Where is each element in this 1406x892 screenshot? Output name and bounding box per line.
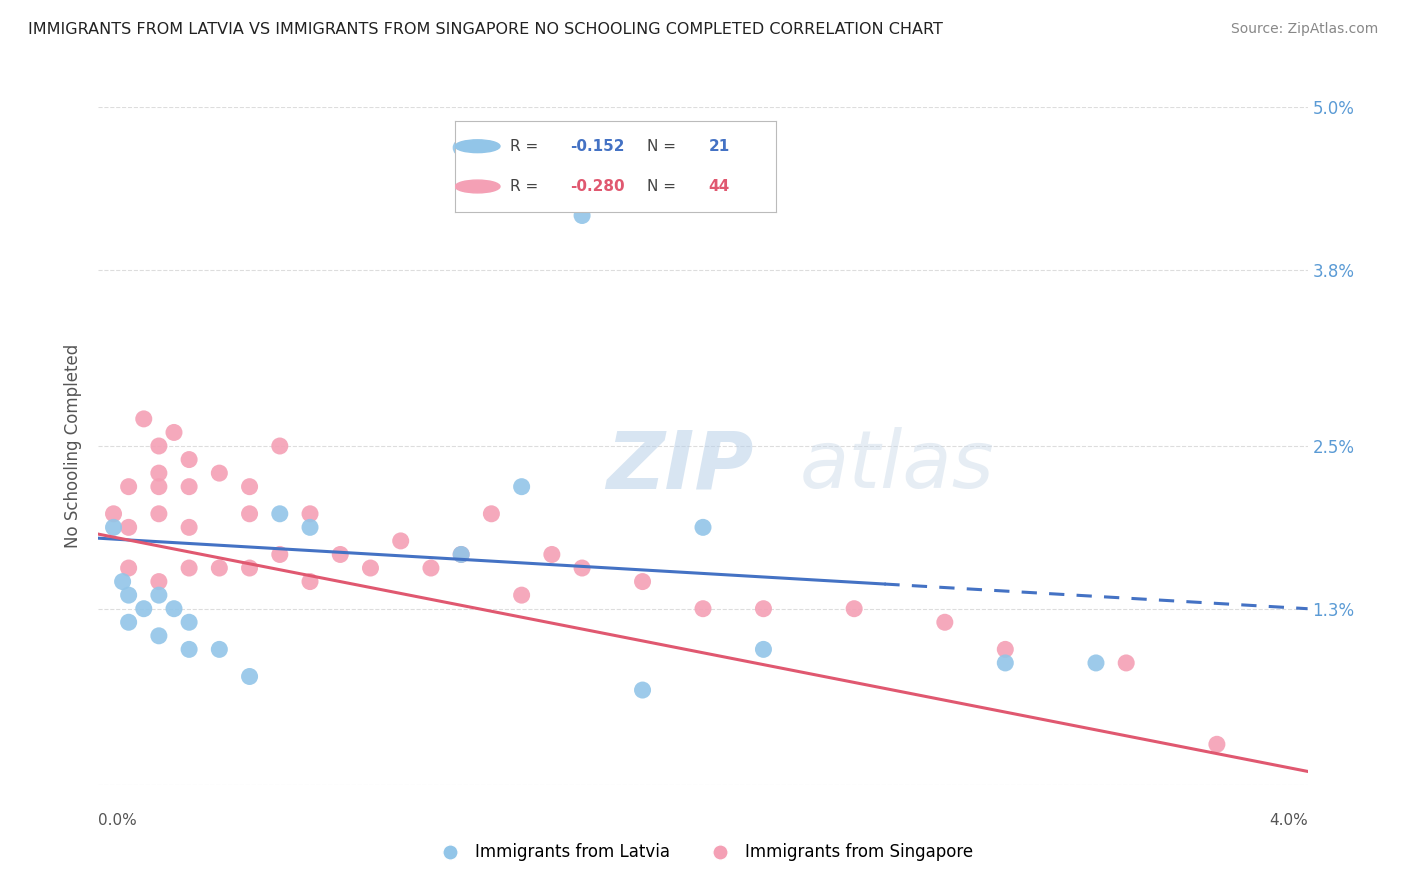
Point — [450, 141, 472, 155]
Point — [148, 466, 170, 480]
Text: 0.0%: 0.0% — [98, 814, 138, 828]
Text: Source: ZipAtlas.com: Source: ZipAtlas.com — [1230, 22, 1378, 37]
Point — [299, 520, 322, 534]
Point — [179, 452, 201, 467]
Point — [132, 412, 155, 426]
Text: ZIP: ZIP — [606, 427, 754, 506]
Point — [510, 588, 533, 602]
Point — [132, 601, 155, 615]
Point — [208, 561, 231, 575]
Point — [208, 642, 231, 657]
Point — [329, 548, 352, 562]
Point — [118, 480, 141, 494]
Point — [148, 507, 170, 521]
Point — [571, 561, 593, 575]
Point — [239, 561, 262, 575]
Point — [571, 209, 593, 223]
Point — [934, 615, 956, 630]
Point — [1115, 656, 1137, 670]
Point — [994, 656, 1017, 670]
Point — [752, 601, 775, 615]
Point — [111, 574, 134, 589]
Y-axis label: No Schooling Completed: No Schooling Completed — [65, 344, 83, 548]
Point — [148, 439, 170, 453]
Point — [148, 574, 170, 589]
Point — [510, 480, 533, 494]
Point — [481, 507, 503, 521]
Point — [269, 548, 291, 562]
Point — [118, 615, 141, 630]
Point — [752, 642, 775, 657]
Point — [994, 642, 1017, 657]
Point — [179, 642, 201, 657]
Point — [103, 520, 125, 534]
Text: 4.0%: 4.0% — [1268, 814, 1308, 828]
Point — [179, 615, 201, 630]
Point — [631, 574, 654, 589]
Point — [450, 548, 472, 562]
Point — [148, 480, 170, 494]
Point — [420, 561, 443, 575]
Point — [103, 507, 125, 521]
Text: IMMIGRANTS FROM LATVIA VS IMMIGRANTS FROM SINGAPORE NO SCHOOLING COMPLETED CORRE: IMMIGRANTS FROM LATVIA VS IMMIGRANTS FRO… — [28, 22, 943, 37]
Point — [269, 439, 291, 453]
Point — [179, 520, 201, 534]
Point — [389, 533, 412, 548]
Point — [299, 574, 322, 589]
Point — [844, 601, 866, 615]
Point — [541, 548, 564, 562]
Point — [1085, 656, 1108, 670]
Point — [163, 425, 186, 440]
Point — [208, 466, 231, 480]
Point — [692, 601, 714, 615]
Point — [239, 669, 262, 683]
Point — [118, 520, 141, 534]
Point — [631, 683, 654, 698]
Point — [148, 588, 170, 602]
Point — [118, 588, 141, 602]
Text: atlas: atlas — [800, 427, 994, 506]
Point — [179, 561, 201, 575]
Legend: Immigrants from Latvia, Immigrants from Singapore: Immigrants from Latvia, Immigrants from … — [426, 837, 980, 868]
Point — [179, 480, 201, 494]
Point — [148, 629, 170, 643]
Point — [1206, 737, 1229, 751]
Point — [450, 548, 472, 562]
Point — [299, 507, 322, 521]
Point — [269, 507, 291, 521]
Point — [360, 561, 382, 575]
Point — [239, 480, 262, 494]
Point — [163, 601, 186, 615]
Point — [692, 520, 714, 534]
Point — [239, 507, 262, 521]
Point — [118, 561, 141, 575]
